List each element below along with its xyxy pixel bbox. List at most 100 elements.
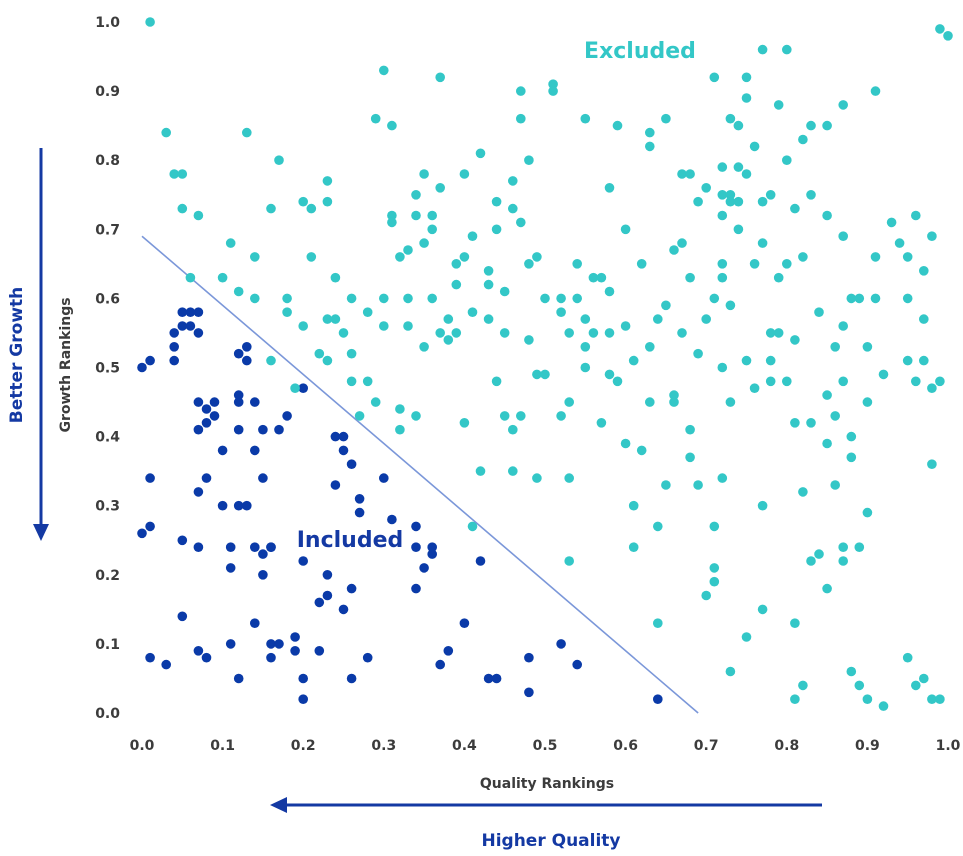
data-point-excluded (935, 694, 945, 704)
data-point-included (298, 556, 309, 566)
data-point-excluded (354, 411, 365, 421)
data-point-excluded (508, 466, 518, 476)
data-point-excluded (266, 355, 276, 366)
data-point-excluded (661, 113, 671, 124)
data-point-excluded (685, 452, 695, 463)
data-point-excluded (870, 293, 881, 304)
data-point-excluded (653, 618, 663, 628)
data-point-excluded (943, 31, 953, 41)
data-point-excluded (894, 238, 905, 248)
data-point-included (266, 542, 276, 552)
data-point-excluded (451, 328, 462, 338)
data-point-included (250, 542, 260, 552)
data-point-excluded (516, 217, 526, 228)
data-point-excluded (427, 224, 438, 235)
data-point-excluded (508, 176, 518, 186)
data-point-excluded (902, 252, 913, 262)
data-point-excluded (838, 376, 848, 387)
data-point-included (185, 321, 196, 331)
data-point-excluded (532, 473, 542, 483)
data-point-excluded (580, 342, 591, 352)
data-point-excluded (628, 355, 639, 366)
data-point-excluded (233, 286, 244, 297)
data-point-excluded (798, 487, 808, 497)
data-point-included (556, 639, 566, 649)
data-point-excluded (749, 141, 760, 152)
data-point-excluded (653, 521, 663, 532)
data-point-excluded (330, 272, 341, 283)
data-point-excluded (483, 314, 494, 324)
data-point-excluded (379, 293, 389, 304)
data-point-excluded (765, 328, 776, 338)
data-point-excluded (338, 328, 349, 338)
y-axis-title: Growth Rankings (58, 297, 74, 432)
data-point-excluded (491, 196, 502, 207)
data-point-excluded (604, 369, 615, 380)
data-point-excluded (935, 24, 945, 34)
data-point-excluded (516, 113, 526, 124)
data-point-included (524, 652, 534, 663)
data-point-excluded (701, 590, 711, 601)
data-point-excluded (169, 169, 179, 179)
data-point-excluded (838, 556, 848, 566)
data-point-included (322, 570, 333, 580)
data-point-excluded (814, 307, 824, 318)
data-point-excluded (701, 314, 711, 324)
data-point-excluded (911, 210, 921, 221)
data-point-excluded (564, 397, 574, 407)
data-point-excluded (508, 424, 518, 435)
data-point-excluded (757, 44, 768, 55)
data-point-excluded (733, 162, 744, 172)
data-point-excluded (596, 418, 607, 428)
data-point-included (298, 383, 309, 394)
x-tick-label: 0.7 (694, 738, 719, 754)
data-point-excluded (636, 259, 647, 269)
data-point-excluded (790, 418, 800, 428)
data-point-excluded (604, 328, 615, 338)
data-point-excluded (677, 238, 687, 248)
tick-layer: 0.0 0.1 0.2 0.3 0.4 0.5 0.6 0.7 0.8 0.9 1.0 0.0 0.1 0… (95, 15, 960, 754)
data-point-excluded (290, 383, 300, 394)
data-point-excluded (620, 321, 631, 331)
data-point-excluded (612, 120, 623, 131)
data-point-excluded (524, 335, 534, 345)
data-point-excluded (580, 113, 591, 124)
data-point-included (475, 556, 486, 566)
data-point-excluded (741, 72, 752, 83)
data-point-excluded (508, 203, 518, 214)
data-point-included (483, 673, 494, 684)
data-point-excluded (395, 404, 405, 414)
data-point-excluded (427, 293, 438, 304)
data-point-excluded (773, 328, 784, 338)
data-point-excluded (451, 259, 462, 269)
data-point-excluded (491, 224, 502, 235)
data-point-included (443, 646, 454, 656)
data-point-excluded (911, 376, 921, 387)
data-point-excluded (693, 348, 703, 359)
data-point-excluded (725, 300, 736, 311)
data-point-included (354, 494, 365, 504)
data-point-excluded (709, 576, 720, 587)
data-point-excluded (217, 272, 228, 283)
data-point-excluded (725, 397, 736, 407)
data-point-excluded (636, 445, 647, 456)
data-point-included (314, 646, 325, 656)
data-point-excluded (757, 238, 768, 248)
data-point-excluded (322, 314, 333, 324)
data-point-excluded (854, 680, 865, 691)
data-point-included (524, 687, 534, 698)
data-point-excluded (709, 521, 720, 532)
data-point-excluded (870, 252, 881, 262)
data-point-included (233, 500, 244, 511)
data-point-included (233, 390, 244, 400)
data-point-included (362, 652, 373, 663)
data-point-excluded (749, 383, 760, 394)
data-point-excluded (790, 203, 800, 214)
x-tick-label: 0.2 (291, 738, 316, 754)
data-point-excluded (798, 680, 808, 691)
data-point-excluded (927, 383, 937, 394)
data-point-excluded (919, 673, 929, 684)
data-point-excluded (467, 231, 478, 241)
data-point-excluded (322, 355, 333, 366)
data-point-included (169, 342, 179, 352)
